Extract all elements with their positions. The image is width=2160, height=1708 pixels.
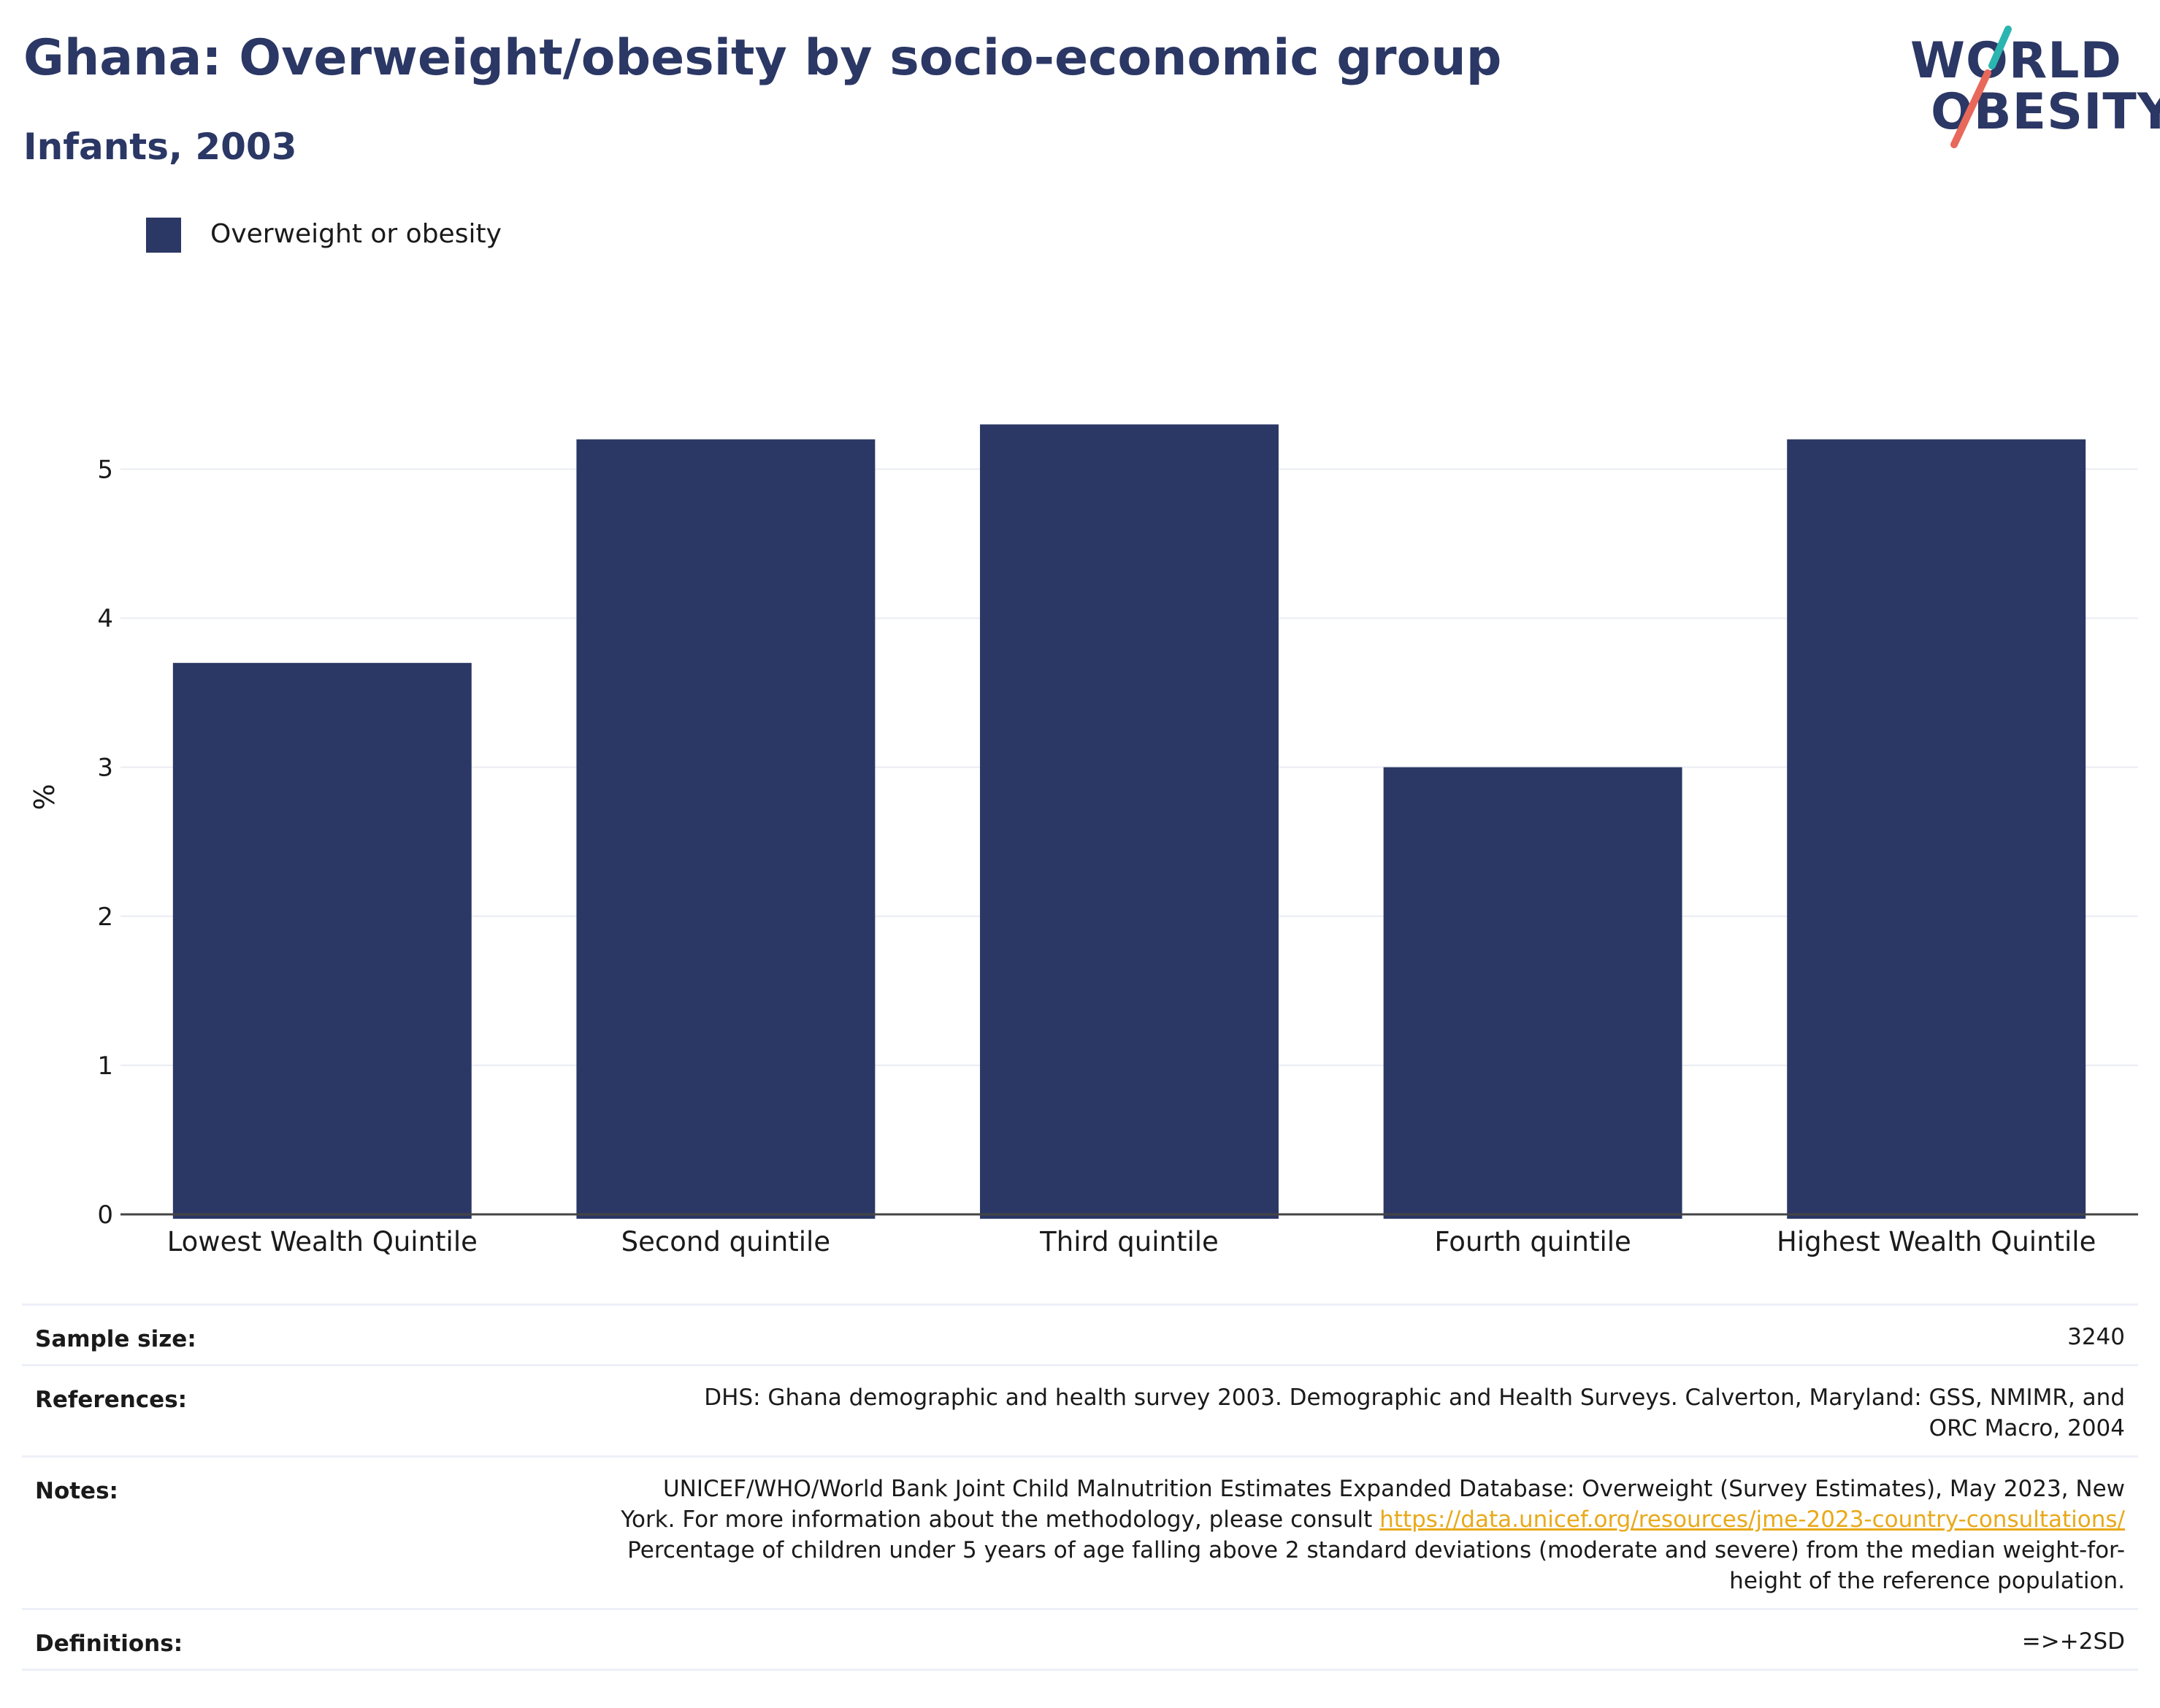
y-tick-label: 4 xyxy=(97,605,113,634)
x-tick-label: Highest Wealth Quintile xyxy=(1777,1226,2096,1257)
y-tick-label: 0 xyxy=(97,1200,113,1230)
y-tick-label: 1 xyxy=(97,1052,113,1081)
y-axis-label: % xyxy=(28,784,61,810)
notes-text-2: Percentage of children under 5 years of … xyxy=(627,1537,2125,1594)
bar xyxy=(172,662,472,1219)
chart-subtitle: Infants, 2003 xyxy=(23,126,297,168)
notes-value: UNICEF/WHO/World Bank Joint Child Malnut… xyxy=(621,1458,2125,1596)
logo-slash-icon xyxy=(1950,26,2012,148)
sample-size-row: Sample size: 3240 xyxy=(22,1303,2138,1364)
bar xyxy=(1383,767,1682,1219)
y-tick-label: 5 xyxy=(97,455,113,484)
metadata-table: Sample size: 3240 References: DHS: Ghana… xyxy=(22,1303,2138,1671)
sample-size-label: Sample size: xyxy=(35,1326,196,1352)
logo-word-1: WORLD xyxy=(1910,32,2122,90)
x-tick-label: Lowest Wealth Quintile xyxy=(167,1226,478,1257)
references-label: References: xyxy=(35,1387,188,1413)
bar xyxy=(576,439,876,1219)
references-row: References: DHS: Ghana demographic and h… xyxy=(22,1364,2138,1455)
bar xyxy=(980,424,1279,1219)
definitions-value: =>+2SD xyxy=(2021,1628,2125,1655)
legend-swatch xyxy=(146,218,181,253)
y-tick-label: 2 xyxy=(97,903,113,932)
references-value: DHS: Ghana demographic and health survey… xyxy=(704,1385,2125,1441)
world-obesity-logo: WORLD OBESITY xyxy=(1906,20,2160,159)
legend-label: Overweight or obesity xyxy=(210,219,502,249)
notes-text-1: UNICEF/WHO/World Bank Joint Child Malnut… xyxy=(621,1476,2125,1533)
notes-link[interactable]: https://data.unicef.org/resources/jme-20… xyxy=(1379,1506,2125,1533)
sample-size-value: 3240 xyxy=(2067,1324,2125,1350)
bar-chart: 0 1 2 3 4 5% Lowest Wealth Quintile Second quin… xyxy=(28,424,2138,1257)
notes-label: Notes: xyxy=(35,1478,118,1504)
chart-title: Ghana: Overweight/obesity by socio-econo… xyxy=(23,29,1502,87)
x-tick-label: Third quintile xyxy=(1039,1226,1219,1257)
definitions-label: Definitions: xyxy=(35,1631,183,1657)
definitions-row: Definitions: =>+2SD xyxy=(22,1608,2138,1671)
notes-row: Notes: UNICEF/WHO/World Bank Joint Child… xyxy=(22,1455,2138,1608)
bar xyxy=(1787,439,2086,1219)
y-tick-label: 3 xyxy=(97,754,113,783)
x-tick-label: Second quintile xyxy=(621,1226,830,1257)
x-tick-label: Fourth quintile xyxy=(1434,1226,1631,1257)
